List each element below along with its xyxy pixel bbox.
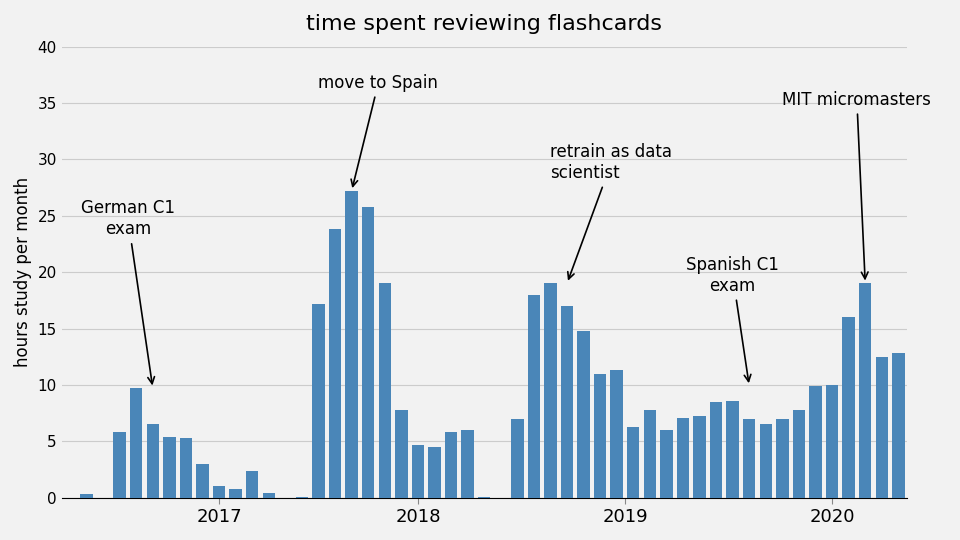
Bar bbox=[346, 191, 358, 498]
Bar bbox=[743, 418, 756, 498]
Bar bbox=[544, 284, 557, 498]
Bar bbox=[793, 410, 805, 498]
Bar bbox=[843, 317, 854, 498]
Bar bbox=[859, 284, 872, 498]
Bar bbox=[296, 497, 308, 498]
Bar bbox=[412, 444, 424, 498]
Bar bbox=[462, 430, 474, 498]
Text: Spanish C1
exam: Spanish C1 exam bbox=[686, 256, 780, 381]
Bar bbox=[727, 401, 739, 498]
Bar bbox=[428, 447, 441, 498]
Bar bbox=[561, 306, 573, 498]
Text: move to Spain: move to Spain bbox=[319, 73, 439, 186]
Bar bbox=[594, 374, 607, 498]
Title: time spent reviewing flashcards: time spent reviewing flashcards bbox=[306, 14, 662, 34]
Bar bbox=[229, 489, 242, 498]
Bar bbox=[130, 388, 142, 498]
Bar bbox=[378, 284, 391, 498]
Bar bbox=[528, 295, 540, 498]
Bar bbox=[263, 493, 275, 498]
Bar bbox=[329, 230, 341, 498]
Y-axis label: hours study per month: hours study per month bbox=[13, 177, 32, 367]
Bar bbox=[809, 386, 822, 498]
Bar bbox=[246, 471, 258, 498]
Bar bbox=[660, 430, 673, 498]
Bar bbox=[478, 497, 491, 498]
Bar bbox=[81, 494, 93, 498]
Bar bbox=[396, 410, 408, 498]
Bar bbox=[312, 303, 324, 498]
Bar bbox=[826, 385, 838, 498]
Bar bbox=[577, 331, 589, 498]
Bar bbox=[627, 427, 639, 498]
Bar bbox=[213, 487, 226, 498]
Bar bbox=[759, 424, 772, 498]
Bar bbox=[362, 207, 374, 498]
Bar bbox=[196, 464, 208, 498]
Bar bbox=[892, 353, 904, 498]
Bar bbox=[876, 357, 888, 498]
Bar bbox=[163, 437, 176, 498]
Bar bbox=[611, 370, 623, 498]
Bar bbox=[147, 424, 159, 498]
Bar bbox=[444, 433, 457, 498]
Text: retrain as data
scientist: retrain as data scientist bbox=[550, 143, 672, 279]
Bar bbox=[777, 418, 788, 498]
Text: German C1
exam: German C1 exam bbox=[81, 199, 175, 384]
Bar bbox=[113, 433, 126, 498]
Bar bbox=[180, 438, 192, 498]
Bar bbox=[693, 416, 706, 498]
Bar bbox=[643, 410, 656, 498]
Bar bbox=[511, 418, 523, 498]
Text: MIT micromasters: MIT micromasters bbox=[782, 91, 931, 279]
Bar bbox=[677, 417, 689, 498]
Bar bbox=[709, 402, 722, 498]
